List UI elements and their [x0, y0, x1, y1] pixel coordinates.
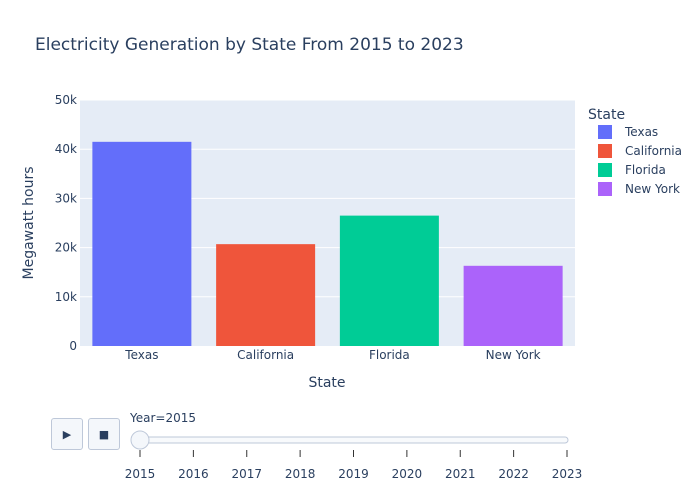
bar-california[interactable] [216, 244, 316, 346]
slider-year-label[interactable]: 2015 [125, 467, 156, 481]
legend-swatch[interactable] [598, 163, 612, 177]
bar-texas[interactable] [92, 141, 192, 346]
legend-swatch[interactable] [598, 125, 612, 139]
stop-button[interactable]: ■ [88, 418, 120, 450]
slider-current-label: Year=2015 [129, 411, 196, 425]
y-tick-label: 20k [55, 241, 77, 255]
x-axis-ticks: Texas California Florida New York [124, 348, 540, 362]
stop-icon: ■ [98, 427, 110, 441]
slider-year-label[interactable]: 2017 [231, 467, 262, 481]
slider-ticks: 2015 2016 2017 2018 2019 2020 2021 2022 2023 [125, 450, 583, 481]
y-tick-label: 50k [55, 93, 77, 107]
y-tick-label: 0 [69, 339, 77, 353]
y-tick-label: 30k [55, 191, 77, 205]
slider-year-label[interactable]: 2016 [178, 467, 209, 481]
legend-title: State [588, 107, 625, 123]
bar-florida[interactable] [339, 215, 439, 346]
slider-year-label[interactable]: 2021 [445, 467, 476, 481]
year-slider[interactable]: Year=2015 2015 2016 2017 2018 2019 2020 2021 20… [125, 411, 583, 481]
x-tick-label: California [237, 348, 294, 362]
chart-title: Electricity Generation by State From 201… [35, 35, 464, 55]
legend-label[interactable]: New York [625, 182, 680, 196]
y-axis-ticks: 0 10k 20k 30k 40k 50k [55, 93, 77, 353]
x-axis-title: State [308, 375, 345, 391]
slider-year-label[interactable]: 2019 [338, 467, 369, 481]
play-button[interactable]: ▶ [51, 418, 83, 450]
legend-label[interactable]: California [625, 144, 682, 158]
slider-rail[interactable] [139, 436, 569, 444]
slider-year-label[interactable]: 2020 [392, 467, 423, 481]
legend-swatch[interactable] [598, 182, 612, 196]
y-tick-label: 10k [55, 290, 77, 304]
y-axis-title: Megawatt hours [21, 167, 37, 280]
bars [92, 141, 563, 346]
x-tick-label: New York [486, 348, 541, 362]
slider-year-label[interactable]: 2023 [552, 467, 583, 481]
legend-swatch[interactable] [598, 144, 612, 158]
bar-new-york[interactable] [463, 265, 563, 346]
legend-label[interactable]: Florida [625, 163, 666, 177]
slider-handle[interactable] [130, 430, 150, 450]
y-tick-label: 40k [55, 142, 77, 156]
play-icon: ▶ [62, 427, 72, 441]
x-tick-label: Texas [124, 348, 158, 362]
legend-label[interactable]: Texas [624, 125, 658, 139]
x-tick-label: Florida [369, 348, 410, 362]
slider-year-label[interactable]: 2018 [285, 467, 316, 481]
legend: State Texas California Florida New York [588, 107, 682, 196]
slider-year-label[interactable]: 2022 [498, 467, 529, 481]
